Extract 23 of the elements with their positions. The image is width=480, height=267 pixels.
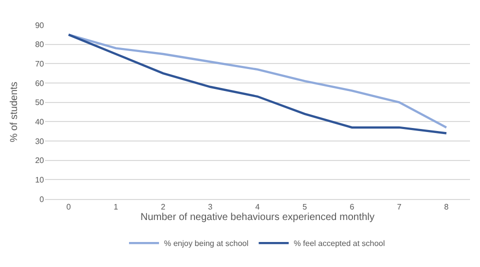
y-tick-label: 50 [35,98,45,108]
x-axis-title: Number of negative behaviours experienced monthly [140,212,375,224]
x-tick-label: 0 [66,202,72,212]
x-tick-label: 2 [160,202,166,212]
y-tick-label: 30 [35,136,45,146]
legend-label: % feel accepted at school [294,239,386,248]
x-tick-label: 7 [396,202,402,212]
y-tick-label: 60 [35,78,45,88]
x-tick-label: 1 [114,202,119,212]
x-tick-label: 6 [350,202,355,212]
y-tick-label: 0 [40,194,45,204]
legend-label: % enjoy being at school [164,239,249,248]
y-tick-label: 90 [35,20,45,30]
y-tick-label: 70 [35,59,45,68]
x-tick-label: 5 [302,202,308,212]
y-axis-title: % of students [9,82,20,142]
y-tick-label: 80 [35,40,45,50]
y-tick-label: 40 [35,117,45,126]
y-tick-label: 20 [35,156,45,166]
x-tick-label: 8 [444,202,450,212]
x-tick-label: 4 [255,202,260,212]
x-tick-label: 3 [208,202,214,212]
y-tick-label: 10 [35,175,45,184]
